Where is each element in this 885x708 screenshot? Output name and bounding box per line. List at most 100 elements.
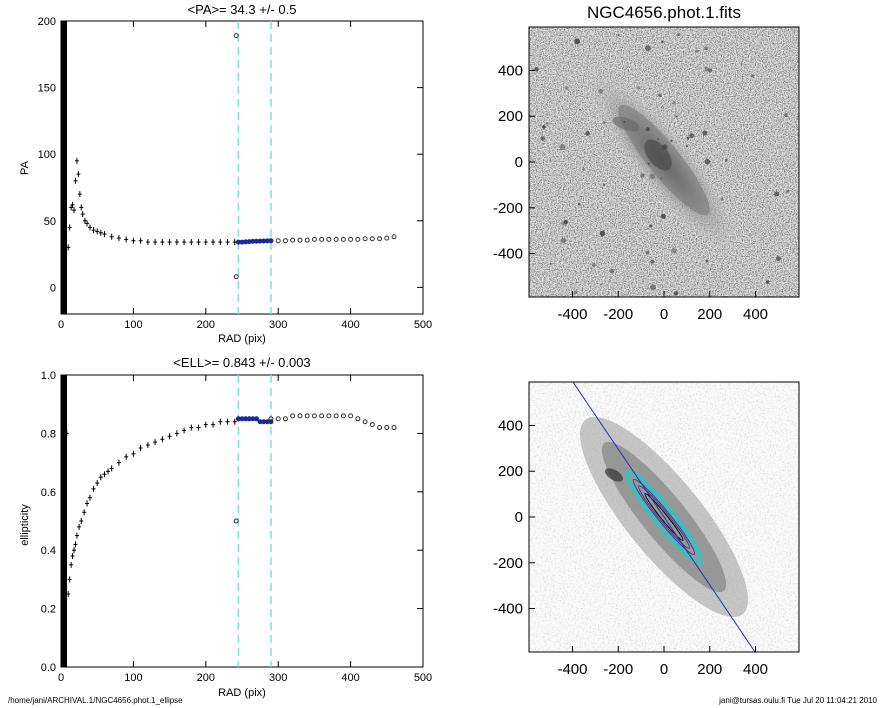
outer-point bbox=[282, 416, 288, 422]
outer-point bbox=[311, 413, 317, 419]
field-star bbox=[545, 122, 549, 125]
field-star bbox=[750, 74, 755, 78]
field-star bbox=[768, 179, 771, 182]
img-x-tick-label-4: 400 bbox=[743, 661, 768, 678]
outer-point bbox=[391, 425, 397, 431]
field-star bbox=[673, 291, 679, 296]
outer-point bbox=[391, 234, 397, 240]
outer-point bbox=[275, 416, 281, 422]
img-x-tick-label-2: 0 bbox=[660, 306, 668, 323]
outer-point bbox=[355, 236, 361, 242]
outer-point bbox=[377, 236, 383, 242]
field-star bbox=[560, 237, 567, 244]
outer-point bbox=[377, 425, 383, 431]
field-star bbox=[786, 164, 789, 167]
field-star bbox=[724, 158, 728, 162]
field-star bbox=[636, 86, 641, 90]
field-star bbox=[602, 121, 606, 125]
y-tick-label-4: 0.8 bbox=[41, 428, 56, 440]
field-star bbox=[708, 68, 713, 73]
field-star bbox=[574, 37, 577, 40]
field-star bbox=[582, 167, 586, 171]
field-star bbox=[645, 45, 651, 52]
img-x-tick-label-1: -200 bbox=[603, 661, 633, 678]
outer-point bbox=[384, 425, 390, 431]
outer-point bbox=[282, 238, 288, 244]
outer-point bbox=[233, 274, 239, 280]
y-tick-label-0: 0 bbox=[50, 282, 56, 294]
field-star bbox=[602, 183, 606, 186]
outer-point bbox=[304, 237, 310, 243]
img-y-tick-label-0: -400 bbox=[493, 601, 523, 618]
field-star bbox=[675, 115, 678, 118]
field-star bbox=[657, 138, 659, 140]
pa-panel: <PA>= 34.3 +/- 0.5 0 100 200 300 400 500 0 50 10… bbox=[19, 2, 432, 345]
field-star bbox=[786, 189, 790, 193]
pa-xlabel: RAD (pix) bbox=[218, 333, 266, 345]
field-star bbox=[650, 284, 656, 290]
x-tick-label-3: 300 bbox=[269, 319, 287, 331]
x-tick-label-4: 400 bbox=[341, 319, 359, 331]
img-x-tick-label-3: 200 bbox=[697, 661, 722, 678]
img-x-tick-label-0: -400 bbox=[557, 661, 587, 678]
field-star bbox=[784, 113, 788, 117]
field-star bbox=[695, 49, 699, 53]
outer-point bbox=[355, 416, 361, 422]
field-star bbox=[559, 144, 566, 150]
img-x-tick-label-1: -200 bbox=[603, 306, 633, 323]
field-star bbox=[585, 131, 590, 136]
field-star bbox=[645, 127, 650, 132]
outer-point bbox=[275, 238, 281, 244]
field-star bbox=[774, 191, 780, 197]
field-star bbox=[649, 173, 656, 180]
field-star bbox=[660, 213, 666, 219]
position-angle-line bbox=[572, 382, 756, 652]
x-tick-label-2: 200 bbox=[197, 672, 215, 684]
img-y-tick-label-4: 400 bbox=[498, 62, 523, 79]
field-star bbox=[649, 224, 653, 228]
field-star bbox=[775, 256, 781, 262]
y-tick-label-3: 0.6 bbox=[41, 487, 56, 499]
y-tick-label-2: 100 bbox=[38, 149, 56, 161]
outer-point bbox=[290, 237, 296, 243]
field-star bbox=[704, 158, 711, 165]
outer-point bbox=[384, 235, 390, 241]
field-star bbox=[579, 108, 581, 111]
img-y-tick-label-1: -200 bbox=[493, 200, 523, 217]
galaxy-image-panel: NGC4656.phot.1.fits bbox=[493, 3, 800, 323]
outer-point bbox=[362, 236, 368, 242]
outer-point bbox=[348, 236, 354, 242]
inner-radius-band bbox=[61, 375, 67, 667]
field-star bbox=[623, 120, 626, 123]
x-tick-label-4: 400 bbox=[341, 672, 359, 684]
ell-title: <ELL>= 0.843 +/- 0.003 bbox=[173, 355, 310, 370]
field-star bbox=[573, 290, 578, 294]
field-star bbox=[534, 67, 539, 72]
outer-point bbox=[233, 33, 239, 39]
field-star bbox=[599, 230, 606, 237]
field-star bbox=[598, 89, 604, 94]
field-star bbox=[540, 136, 546, 141]
field-star bbox=[647, 162, 650, 165]
outer-point bbox=[326, 413, 332, 419]
field-star bbox=[671, 247, 677, 254]
outer-point bbox=[369, 422, 375, 428]
field-star bbox=[686, 136, 690, 140]
contour-body bbox=[572, 382, 756, 652]
outer-point bbox=[297, 237, 303, 243]
pa-title: <PA>= 34.3 +/- 0.5 bbox=[188, 2, 297, 17]
field-star bbox=[600, 283, 603, 286]
y-tick-label-4: 200 bbox=[38, 16, 56, 28]
field-star bbox=[704, 67, 709, 72]
ellipticity-panel: <ELL>= 0.843 +/- 0.003 0 100 200 300 400 500 0… bbox=[19, 355, 432, 699]
fit-point bbox=[253, 416, 259, 422]
outer-point bbox=[348, 413, 354, 419]
outer-point bbox=[362, 419, 368, 425]
x-tick-label-1: 100 bbox=[124, 319, 142, 331]
img-y-tick-label-2: 0 bbox=[515, 154, 523, 171]
img-y-tick-label-0: -400 bbox=[493, 246, 523, 263]
outer-point bbox=[340, 413, 346, 419]
y-tick-label-5: 1.0 bbox=[41, 370, 56, 382]
field-star bbox=[660, 40, 664, 44]
field-star bbox=[549, 263, 552, 266]
